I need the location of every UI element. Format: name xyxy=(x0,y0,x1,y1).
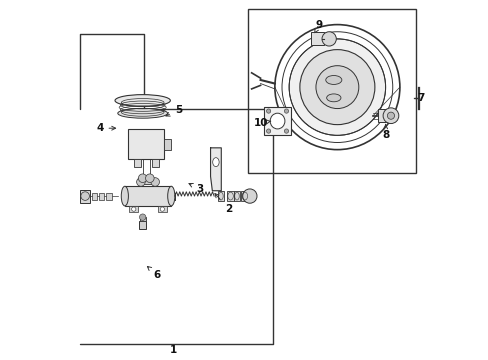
Bar xyxy=(226,191,234,201)
Polygon shape xyxy=(210,148,221,191)
Bar xyxy=(310,32,324,45)
Circle shape xyxy=(138,174,147,183)
Circle shape xyxy=(284,129,288,133)
Bar xyxy=(217,191,224,201)
Circle shape xyxy=(139,214,145,220)
Ellipse shape xyxy=(167,186,175,206)
Ellipse shape xyxy=(270,113,285,129)
Bar xyxy=(151,159,159,167)
Bar xyxy=(158,206,166,212)
Text: 2: 2 xyxy=(215,194,232,213)
Bar xyxy=(164,139,171,150)
Text: 8: 8 xyxy=(381,125,388,140)
Text: 9: 9 xyxy=(314,19,323,33)
Circle shape xyxy=(288,39,385,135)
Ellipse shape xyxy=(121,186,128,206)
Bar xyxy=(106,193,111,200)
Bar xyxy=(264,107,290,135)
Circle shape xyxy=(386,112,394,119)
Text: 10: 10 xyxy=(253,118,270,128)
Circle shape xyxy=(382,108,398,123)
Bar xyxy=(233,191,240,201)
Circle shape xyxy=(160,207,164,211)
Bar xyxy=(80,190,90,203)
Circle shape xyxy=(145,174,154,183)
Circle shape xyxy=(315,66,358,109)
Text: 6: 6 xyxy=(147,266,160,280)
Text: 3: 3 xyxy=(189,184,203,194)
Bar xyxy=(139,221,146,229)
Ellipse shape xyxy=(325,76,341,85)
Circle shape xyxy=(322,32,336,46)
Circle shape xyxy=(81,192,89,201)
Bar xyxy=(139,178,153,184)
Bar xyxy=(247,9,415,173)
Bar xyxy=(129,206,138,212)
Ellipse shape xyxy=(115,95,170,107)
Circle shape xyxy=(284,109,288,113)
Circle shape xyxy=(136,178,145,186)
Ellipse shape xyxy=(326,94,340,102)
Bar xyxy=(241,191,248,201)
Circle shape xyxy=(299,50,374,125)
Bar xyxy=(91,193,97,200)
Circle shape xyxy=(151,178,159,186)
Bar xyxy=(99,193,104,200)
Text: 1: 1 xyxy=(169,345,176,355)
Circle shape xyxy=(266,129,270,133)
Bar xyxy=(128,129,164,159)
Bar xyxy=(134,159,141,167)
Text: 5: 5 xyxy=(165,105,182,116)
Circle shape xyxy=(242,189,257,203)
Bar xyxy=(378,109,387,122)
Bar xyxy=(124,186,171,206)
Text: 7: 7 xyxy=(417,93,424,103)
Bar xyxy=(140,217,145,221)
Circle shape xyxy=(131,207,136,211)
Circle shape xyxy=(266,109,270,113)
Ellipse shape xyxy=(212,158,219,167)
Text: 4: 4 xyxy=(96,123,115,133)
Ellipse shape xyxy=(118,108,167,118)
